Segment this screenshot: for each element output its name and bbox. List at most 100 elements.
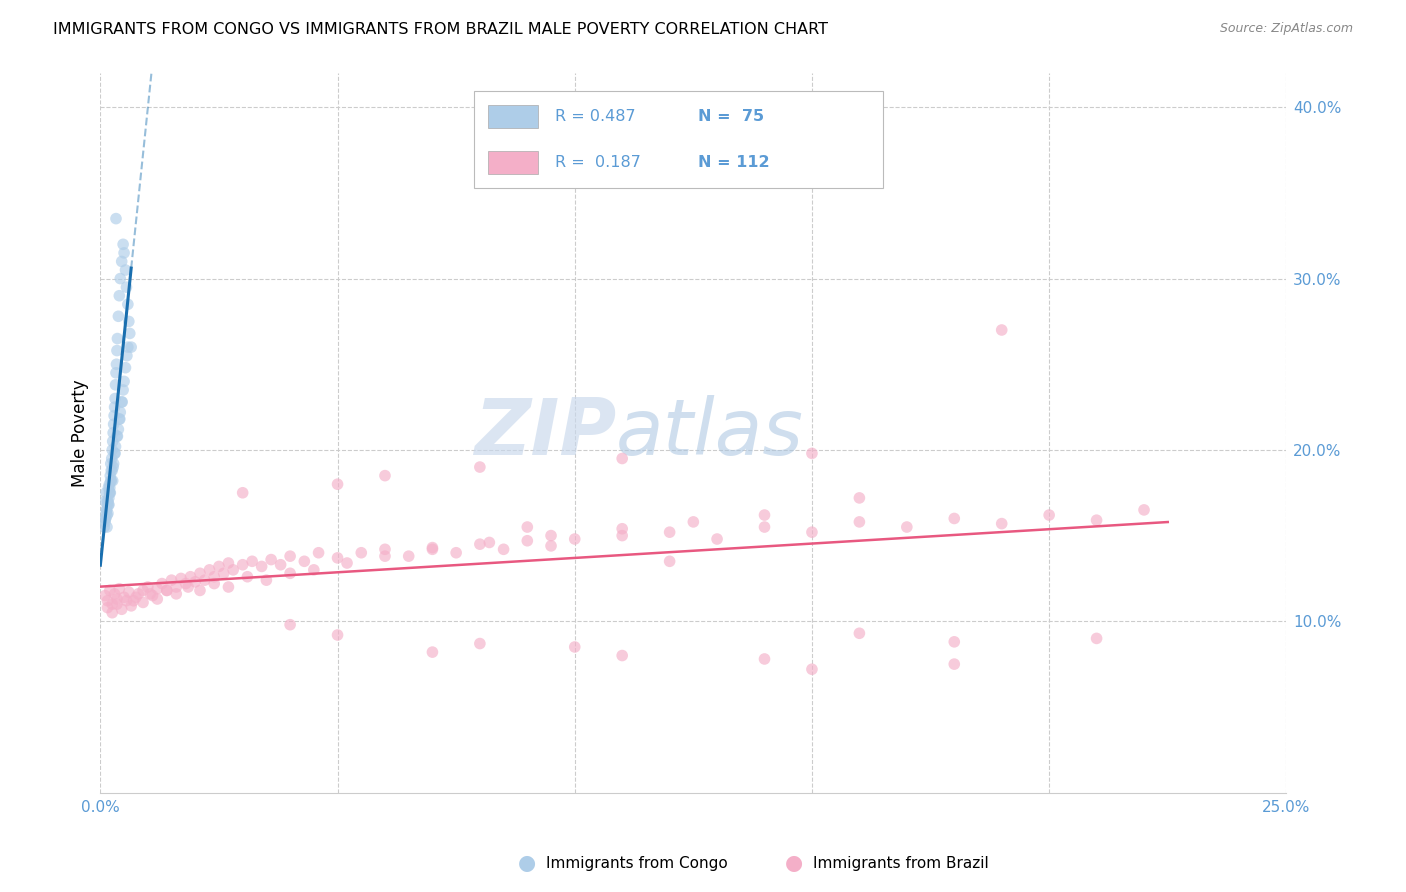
Point	[101, 606, 124, 620]
Point	[422, 541, 444, 555]
Point	[254, 573, 277, 587]
Point	[101, 463, 124, 477]
Point	[96, 593, 118, 607]
Point	[150, 576, 173, 591]
Point	[564, 532, 586, 546]
Point	[101, 425, 124, 440]
Point	[120, 340, 142, 354]
Text: ZIP: ZIP	[474, 395, 616, 471]
Point	[97, 498, 120, 512]
Point	[422, 645, 444, 659]
Text: R =  0.187: R = 0.187	[554, 154, 641, 169]
Point	[96, 498, 118, 512]
Point	[706, 532, 728, 546]
Point	[122, 593, 145, 607]
Point	[104, 377, 127, 392]
Point	[105, 597, 128, 611]
Point	[108, 412, 131, 426]
Point	[800, 446, 823, 460]
Point	[105, 366, 128, 380]
Point	[1085, 632, 1108, 646]
Point	[98, 481, 121, 495]
Point	[112, 375, 135, 389]
Point	[104, 392, 127, 406]
Point	[208, 559, 231, 574]
Point	[103, 587, 125, 601]
Point	[127, 587, 149, 601]
Point	[118, 314, 141, 328]
Point	[125, 591, 148, 605]
Point	[114, 263, 136, 277]
Point	[564, 640, 586, 654]
Point	[188, 566, 211, 581]
Point	[540, 528, 562, 542]
Point	[540, 539, 562, 553]
Text: N =  75: N = 75	[699, 110, 765, 124]
Point	[326, 550, 349, 565]
Point	[96, 508, 118, 522]
Point	[96, 520, 118, 534]
Point	[104, 440, 127, 454]
Point	[139, 587, 162, 601]
Point	[111, 602, 134, 616]
Point	[232, 558, 254, 572]
Point	[94, 589, 117, 603]
Point	[115, 593, 138, 607]
Point	[97, 498, 120, 512]
Point	[97, 491, 120, 505]
Point	[94, 511, 117, 525]
Point	[103, 417, 125, 432]
Point	[165, 580, 187, 594]
Point	[103, 409, 125, 423]
Point	[156, 583, 179, 598]
Point	[202, 570, 225, 584]
Point	[94, 511, 117, 525]
Point	[896, 520, 918, 534]
Point	[184, 574, 207, 589]
Point	[612, 648, 634, 663]
Text: ●: ●	[519, 854, 536, 873]
Point	[682, 515, 704, 529]
Point	[943, 635, 966, 649]
Point	[146, 582, 169, 596]
Point	[98, 485, 121, 500]
Point	[108, 412, 131, 426]
Point	[105, 343, 128, 358]
Point	[202, 576, 225, 591]
Point	[250, 559, 273, 574]
Point	[111, 395, 134, 409]
Point	[98, 477, 121, 491]
Text: N = 112: N = 112	[699, 154, 769, 169]
Point	[170, 571, 193, 585]
Point	[103, 400, 125, 414]
Point	[100, 457, 122, 471]
Point	[478, 535, 501, 549]
Point	[754, 652, 776, 666]
Point	[110, 271, 132, 285]
Point	[112, 237, 135, 252]
Point	[115, 280, 138, 294]
Point	[100, 474, 122, 488]
Point	[107, 429, 129, 443]
Point	[222, 563, 245, 577]
Point	[1085, 513, 1108, 527]
Text: R = 0.487: R = 0.487	[554, 110, 636, 124]
Text: Immigrants from Brazil: Immigrants from Brazil	[813, 856, 988, 871]
Point	[188, 583, 211, 598]
Point	[278, 549, 301, 564]
Point	[943, 511, 966, 525]
Point	[658, 554, 681, 568]
Point	[101, 442, 124, 457]
Text: Source: ZipAtlas.com: Source: ZipAtlas.com	[1219, 22, 1353, 36]
FancyBboxPatch shape	[474, 91, 883, 188]
Point	[658, 525, 681, 540]
Point	[101, 434, 124, 449]
Point	[336, 556, 359, 570]
Point	[104, 446, 127, 460]
Point	[194, 573, 217, 587]
Point	[112, 383, 135, 397]
Point	[990, 516, 1012, 531]
Point	[1133, 503, 1156, 517]
Point	[217, 580, 239, 594]
Point	[107, 332, 129, 346]
